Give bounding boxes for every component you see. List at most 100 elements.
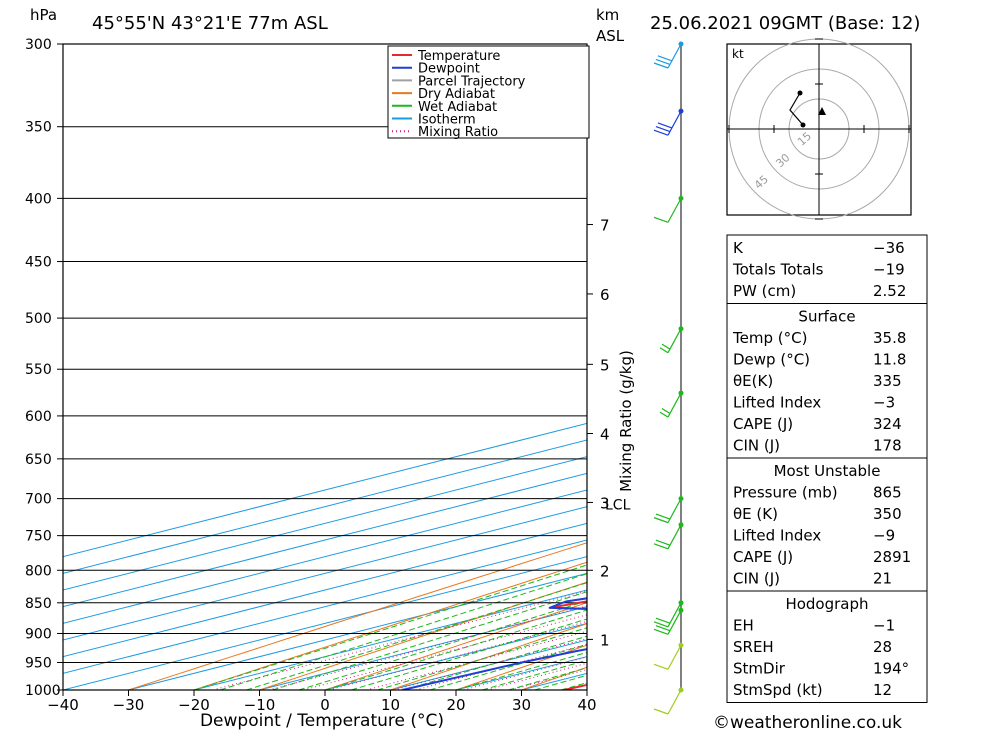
isotherm-line [63, 472, 587, 608]
x-axis-label: Dewpoint / Temperature (°C) [200, 711, 444, 731]
stat-label: θE(K) [733, 372, 773, 390]
location-title: 45°55'N 43°21'E 77m ASL [92, 13, 328, 34]
surface-table: Surface Temp (°C) 35.8 Dewp (°C) 11.8 θE(K) 33… [726, 303, 928, 459]
wind-barb-staff [667, 43, 682, 69]
wind-barb-flag [653, 129, 669, 136]
wind-barb-flag [655, 125, 671, 133]
stat-value: −9 [873, 527, 895, 545]
wind-barb-flag [653, 621, 669, 628]
background-lines [63, 44, 1000, 690]
pressure-axis: 300 350 400 450 500 550 600 650 700 750 800 850 900 9… [25, 37, 63, 699]
wind-barb-staff [667, 198, 682, 223]
stat-value: 324 [873, 415, 902, 433]
temperature-tick-label: 0 [320, 696, 330, 714]
temperature-tick-label: 40 [577, 696, 596, 714]
wet-adiabat-line [193, 564, 587, 690]
mixing-ratio-axis-label: Mixing Ratio (g/kg) [617, 350, 635, 492]
wind-barb [653, 644, 682, 670]
temperature-tick-label: 20 [446, 696, 465, 714]
hodograph-table: Hodograph EH −1 SREH 28 StmDir 194° StmSpd (kt)… [726, 590, 928, 703]
stat-label: CAPE (J) [733, 548, 793, 566]
wind-barb-flag [657, 122, 673, 129]
wind-barb-flag [655, 58, 671, 65]
stat-value: 335 [873, 372, 902, 390]
height-tick-label: 3 [600, 494, 610, 512]
dry-adiabat-line [259, 581, 587, 690]
stat-label: K [733, 239, 744, 257]
dry-adiabat-line [128, 542, 587, 690]
pressure-tick-label: 950 [25, 656, 52, 672]
stat-value: 178 [873, 437, 902, 455]
wind-barb-flag [655, 625, 671, 632]
stat-label: Temp (°C) [732, 329, 807, 347]
isotherm-line [128, 572, 587, 690]
height-tick-label: 4 [600, 426, 610, 444]
copyright-text: ©weatheronline.co.uk [713, 713, 902, 733]
stat-label: SREH [733, 638, 774, 656]
stat-value: 35.8 [873, 329, 906, 347]
isotherm-line [63, 506, 587, 641]
temperature-tick-label: −40 [47, 696, 79, 714]
pressure-tick-label: 450 [25, 255, 52, 271]
stat-label: CAPE (J) [733, 415, 793, 433]
pressure-tick-label: 750 [25, 529, 52, 545]
temperature-tick-label: −30 [113, 696, 145, 714]
legend-label: Wet Adiabat [418, 100, 497, 115]
pressure-tick-label: 650 [25, 452, 52, 468]
legend-label: Temperature [417, 49, 500, 64]
wind-barb-flag [655, 617, 671, 624]
stats-tables: K −36 Totals Totals −19 PW (cm) 2.52 Surface Te… [726, 234, 928, 703]
pressure-tick-label: 600 [25, 409, 52, 425]
stat-label: CIN (J) [733, 437, 780, 455]
wind-barb [659, 392, 682, 418]
stat-value: −36 [873, 239, 905, 257]
height-axis: 1 2 3 4 5 6 7 [587, 217, 610, 649]
wind-barb-column [653, 41, 684, 715]
datetime-title: 25.06.2021 09GMT (Base: 12) [650, 13, 920, 34]
hodograph-point [797, 90, 803, 96]
hodograph-point [800, 122, 806, 128]
wind-barb-staff [667, 689, 682, 715]
height-tick-label: 7 [600, 217, 610, 235]
stat-value: 12 [873, 681, 892, 699]
wind-barb [653, 689, 682, 715]
height-unit-asl: ASL [596, 27, 625, 45]
hodograph-unit: kt [732, 47, 744, 61]
stat-value: 350 [873, 505, 902, 523]
wind-barb-staff [667, 602, 682, 628]
pressure-unit: hPa [30, 6, 57, 24]
dry-adiabat-line [980, 44, 1000, 690]
stat-value: −1 [873, 617, 895, 635]
lcl-label: LCL [605, 498, 631, 514]
stat-value: 865 [873, 484, 902, 502]
wind-barb-flag [653, 543, 669, 550]
dry-adiabat-line [324, 602, 587, 690]
pressure-tick-label: 1000 [25, 683, 61, 699]
wind-barb-flag [661, 343, 671, 350]
wind-barb [653, 524, 682, 550]
temperature-tick-label: 30 [512, 696, 531, 714]
stat-value: 2891 [873, 548, 911, 566]
pressure-tick-label: 500 [25, 311, 52, 327]
wind-barb [653, 43, 682, 69]
isotherm-line [63, 522, 587, 658]
hodograph-table-title: Hodograph [785, 595, 868, 613]
wind-barb-flag [661, 407, 671, 414]
wind-barb-flag [653, 628, 669, 635]
height-tick-label: 2 [600, 562, 610, 580]
wind-barb [653, 110, 682, 136]
hodograph-table-frame [726, 590, 928, 703]
height-unit-km: km [596, 6, 619, 24]
height-tick-label: 6 [600, 286, 610, 304]
wind-barb-flag [653, 216, 669, 223]
stat-label: StmDir [733, 660, 786, 678]
stat-label: PW (cm) [733, 282, 796, 300]
legend-label: Isotherm [418, 113, 476, 128]
stat-label: Lifted Index [733, 527, 821, 545]
pressure-tick-label: 850 [25, 596, 52, 612]
wind-barb-flag [653, 62, 669, 69]
general-table-frame [726, 234, 928, 304]
wind-barb-flag [653, 708, 669, 715]
